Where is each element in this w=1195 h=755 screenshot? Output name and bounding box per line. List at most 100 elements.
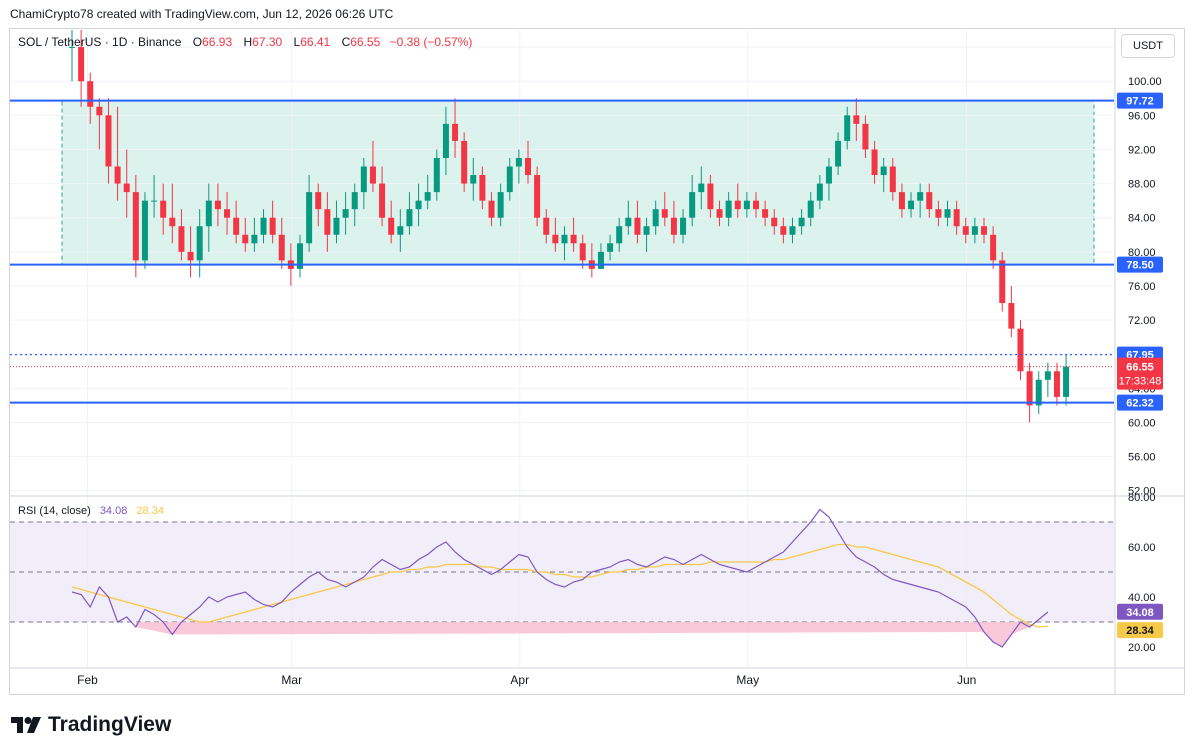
candle-body[interactable]	[114, 166, 121, 184]
candle-body[interactable]	[342, 209, 349, 218]
candle-body[interactable]	[433, 157, 440, 193]
candle-body[interactable]	[1026, 371, 1033, 406]
candle-body[interactable]	[862, 123, 869, 150]
candle-body[interactable]	[935, 209, 942, 218]
candle-body[interactable]	[1035, 379, 1042, 406]
candle-body[interactable]	[880, 166, 887, 176]
candle-body[interactable]	[315, 192, 322, 210]
candle-body[interactable]	[689, 192, 696, 218]
candle-body[interactable]	[69, 47, 75, 49]
candle-body[interactable]	[242, 234, 249, 244]
candle-body[interactable]	[798, 217, 805, 227]
candle-body[interactable]	[233, 217, 240, 235]
candle-body[interactable]	[333, 217, 340, 235]
candle-body[interactable]	[1044, 371, 1051, 380]
candle-body[interactable]	[652, 209, 659, 227]
candle-body[interactable]	[351, 192, 358, 210]
candle-body[interactable]	[379, 183, 386, 218]
candle-body[interactable]	[816, 183, 823, 201]
rsi-ma-line[interactable]	[71, 543, 1048, 628]
candle-body[interactable]	[1063, 366, 1070, 397]
candle-body[interactable]	[990, 234, 997, 261]
candle-body[interactable]	[224, 209, 231, 218]
candle-body[interactable]	[670, 217, 677, 235]
candle-body[interactable]	[160, 200, 167, 218]
candle-body[interactable]	[844, 115, 851, 141]
candle-body[interactable]	[278, 234, 285, 261]
candle-body[interactable]	[534, 175, 541, 218]
candle-body[interactable]	[871, 149, 878, 176]
candle-body[interactable]	[78, 47, 85, 82]
candle-body[interactable]	[297, 243, 303, 269]
candle-body[interactable]	[105, 115, 112, 167]
candle-body[interactable]	[825, 166, 832, 184]
candle-body[interactable]	[497, 192, 504, 218]
candle-body[interactable]	[579, 243, 586, 261]
rsi-line[interactable]	[71, 508, 1049, 648]
candle-body[interactable]	[488, 200, 495, 218]
candle-body[interactable]	[470, 175, 477, 184]
candle-body[interactable]	[461, 140, 468, 184]
currency-button[interactable]: USDT	[1121, 34, 1175, 58]
candle-body[interactable]	[260, 217, 267, 235]
candle-body[interactable]	[780, 226, 787, 235]
candle-body[interactable]	[397, 226, 404, 235]
candle-body[interactable]	[196, 226, 203, 261]
candle-body[interactable]	[661, 209, 668, 218]
candle-body[interactable]	[926, 192, 933, 210]
candle-body[interactable]	[680, 217, 687, 235]
candle-body[interactable]	[981, 226, 987, 235]
candle-body[interactable]	[87, 81, 94, 107]
candle-body[interactable]	[169, 217, 176, 227]
candle-body[interactable]	[889, 166, 896, 193]
candle-body[interactable]	[898, 192, 905, 210]
candle-body[interactable]	[835, 140, 842, 167]
candle-body[interactable]	[141, 200, 148, 261]
candle-body[interactable]	[971, 226, 978, 235]
candle-body[interactable]	[716, 209, 723, 218]
candle-body[interactable]	[479, 175, 486, 201]
candle-body[interactable]	[725, 200, 732, 218]
candle-body[interactable]	[762, 209, 769, 218]
candle-body[interactable]	[962, 226, 969, 235]
candle-body[interactable]	[442, 123, 449, 158]
candle-body[interactable]	[324, 209, 331, 235]
candle-body[interactable]	[1008, 303, 1015, 329]
candle-body[interactable]	[214, 200, 221, 210]
candle-body[interactable]	[634, 217, 641, 235]
candle-body[interactable]	[734, 200, 741, 210]
candle-body[interactable]	[944, 209, 951, 218]
candle-body[interactable]	[360, 166, 367, 193]
candle-body[interactable]	[132, 192, 139, 261]
candle-body[interactable]	[698, 183, 705, 193]
candle-body[interactable]	[607, 243, 614, 252]
candle-body[interactable]	[771, 217, 778, 227]
rsi-label[interactable]: RSI (14, close)	[18, 505, 91, 517]
candle-body[interactable]	[643, 226, 650, 235]
candle-body[interactable]	[251, 234, 258, 244]
candle-body[interactable]	[616, 226, 623, 244]
candle-body[interactable]	[178, 226, 185, 252]
candle-body[interactable]	[807, 200, 814, 218]
symbol-name[interactable]: SOL / TetherUS · 1D · Binance	[18, 35, 182, 49]
candle-body[interactable]	[908, 200, 915, 210]
tradingview-brand[interactable]: TradingView	[11, 713, 171, 737]
candle-body[interactable]	[369, 166, 376, 184]
candle-body[interactable]	[424, 192, 431, 201]
candle-body[interactable]	[552, 234, 559, 244]
candle-body[interactable]	[753, 200, 759, 210]
candle-body[interactable]	[543, 217, 550, 235]
candle-body[interactable]	[388, 217, 395, 235]
candle-body[interactable]	[269, 217, 276, 235]
candle-body[interactable]	[187, 251, 194, 261]
candle-body[interactable]	[1053, 371, 1060, 397]
candle-body[interactable]	[506, 166, 513, 193]
candle-body[interactable]	[743, 200, 750, 210]
candle-body[interactable]	[570, 234, 577, 244]
candle-body[interactable]	[123, 183, 130, 193]
candle-body[interactable]	[853, 115, 860, 124]
candle-body[interactable]	[917, 192, 924, 201]
candle-body[interactable]	[406, 209, 413, 227]
candle-body[interactable]	[707, 183, 714, 210]
